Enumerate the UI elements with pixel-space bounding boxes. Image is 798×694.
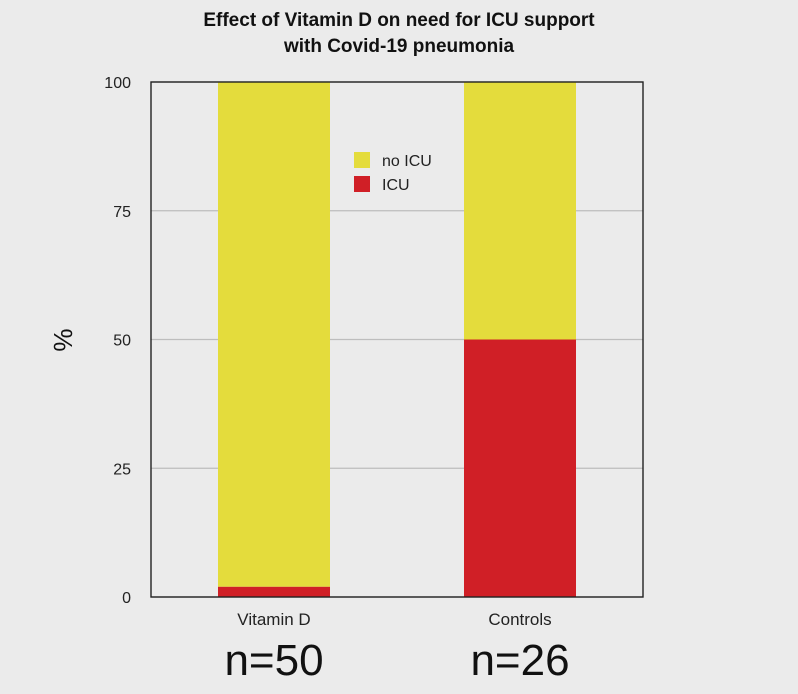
legend-swatch [354, 152, 370, 168]
chart-title-line-2: with Covid-19 pneumonia [283, 36, 515, 57]
y-tick-label: 25 [113, 461, 131, 478]
bar-no-icu-vitamin-d [218, 82, 330, 587]
legend-label: ICU [382, 177, 410, 194]
y-tick-label: 100 [104, 75, 131, 92]
y-tick-label: 75 [113, 204, 131, 221]
x-category-label: Controls [488, 610, 551, 629]
legend: no ICU ICU [354, 152, 432, 194]
y-axis-label: % [48, 328, 78, 351]
sample-size-label: n=26 [470, 636, 569, 685]
legend-swatch [354, 176, 370, 192]
x-category-label: Vitamin D [237, 610, 310, 629]
y-tick-label: 50 [113, 333, 131, 350]
bars [218, 82, 576, 597]
x-axis-categories: Vitamin D n=50 Controls n=26 [224, 610, 569, 685]
sample-size-label: n=50 [224, 636, 323, 685]
plot-frame [150, 81, 644, 598]
bar-icu-controls [464, 339, 576, 597]
y-axis-ticks: 0 25 50 75 100 [104, 75, 131, 607]
bar-icu-vitamin-d [218, 586, 330, 597]
y-tick-label: 0 [122, 590, 131, 607]
chart-title-line-1: Effect of Vitamin D on need for ICU supp… [203, 10, 595, 31]
bar-no-icu-controls [464, 82, 576, 340]
legend-label: no ICU [382, 153, 432, 170]
